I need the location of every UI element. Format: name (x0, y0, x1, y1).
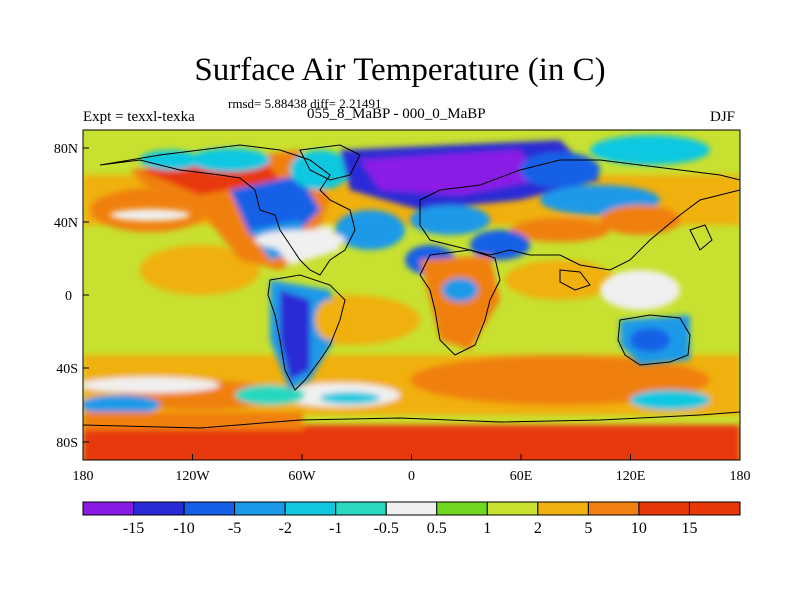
x-tick-label: 60W (288, 469, 316, 484)
colorbar-box (234, 501, 286, 516)
colorbar-box (284, 501, 337, 516)
coastlines (83, 144, 740, 429)
field-andes (280, 290, 310, 380)
colorbar-label: 15 (681, 520, 697, 537)
colorbar-label: 5 (584, 520, 592, 537)
colorbar-box (436, 501, 488, 516)
field-australia-core (630, 328, 670, 352)
field-eastsiberia (520, 152, 600, 188)
season-label: DJF (710, 109, 736, 125)
field-cyan-si (630, 390, 710, 410)
x-tick-label: 180 (730, 469, 751, 484)
colorbar-box (587, 501, 640, 516)
colorbar-box (486, 501, 539, 516)
field-white-band-sp (83, 377, 220, 393)
x-tick-label: 60E (510, 469, 533, 484)
field-south-indian (410, 355, 710, 405)
colorbar-box (335, 501, 387, 516)
field-arctic-east (590, 135, 710, 165)
field-brazil (315, 300, 345, 340)
coast-greenland (299, 144, 361, 181)
y-tick-label: 80N (54, 142, 78, 157)
field-africa-blue (442, 278, 478, 302)
x-tick-label: 120W (175, 469, 210, 484)
field-green-sp (235, 385, 305, 405)
field-indian-white (600, 270, 680, 310)
coast-australia (617, 314, 691, 366)
colorbar-label: 2 (534, 520, 542, 537)
field-npac-white (110, 209, 190, 221)
colorbar-box (638, 501, 690, 516)
temperature-field (83, 130, 740, 460)
field-siberia (360, 150, 540, 195)
colorbar-box (688, 501, 741, 516)
coast-namerica (99, 144, 356, 276)
field-antarctica-edge (83, 412, 303, 430)
field-arctic-alaska (140, 150, 200, 170)
field-arabia (470, 230, 530, 260)
colorbar-box (82, 501, 135, 516)
figure-title: Surface Air Temperature (in C) (194, 52, 606, 88)
coast-indonesia (559, 269, 591, 291)
colorbar-label: -1 (329, 520, 342, 537)
colorbar-label: 0.5 (427, 520, 447, 537)
field-europe-blue (410, 205, 490, 235)
x-tick-label: 120E (616, 469, 646, 484)
field-arctic-canada (190, 148, 270, 172)
colorbar-label: -2 (278, 520, 291, 537)
y-tick-label: 40S (56, 362, 78, 377)
field-africa (420, 255, 500, 350)
coast-japan (689, 224, 713, 251)
colorbar-box (385, 501, 438, 516)
period-label: 055_8_MaBP - 000_0_MaBP (307, 106, 486, 122)
field-central-asia (510, 218, 610, 242)
y-tick-label: 40N (54, 216, 78, 231)
colorbar-box (537, 501, 589, 516)
experiment-label: Expt = texxl-texka (83, 109, 195, 125)
colorbar-label: -15 (123, 520, 144, 537)
y-tick-label: 80S (56, 436, 78, 451)
colorbar (82, 501, 741, 516)
field-epacific (140, 245, 260, 295)
colorbar-box (183, 501, 236, 516)
colorbar-labels: -15 -10 -5 -2 -1 -0.5 0.5 1 2 5 10 15 (123, 520, 698, 537)
coast-antarctica (83, 411, 740, 429)
field-cyan-sa (320, 392, 380, 404)
colorbar-label: -5 (228, 520, 241, 537)
colorbar-label: 10 (631, 520, 647, 537)
coast-africa (419, 249, 501, 356)
y-tick-label: 0 (65, 289, 72, 304)
field-blue-sp (83, 395, 160, 415)
coast-samerica (267, 274, 346, 391)
axis-ticks (82, 147, 741, 460)
x-tick-label: 180 (73, 469, 94, 484)
colorbar-label: -0.5 (374, 520, 399, 537)
colorbar-label: -10 (173, 520, 194, 537)
x-tick-label: 0 (408, 469, 415, 484)
field-east-asia (600, 205, 680, 235)
field-atlantic-blue (335, 210, 405, 250)
field-atlantic-white (255, 230, 345, 250)
colorbar-box (133, 501, 185, 516)
stats-text: rmsd= 5.88438 diff= 2.21491 (228, 96, 382, 111)
colorbar-label: 1 (483, 520, 491, 537)
